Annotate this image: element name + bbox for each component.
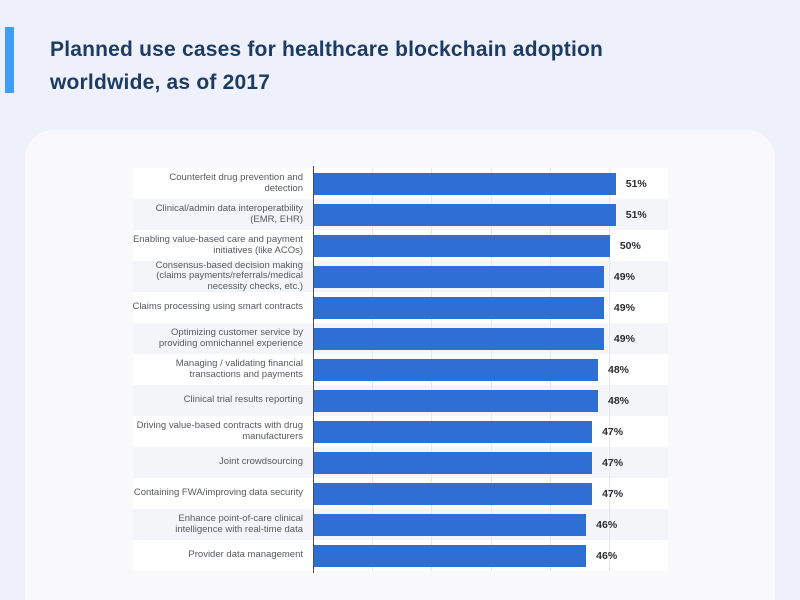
plot-area: 50% — [313, 230, 668, 261]
category-label-line: Containing FWA/improving data security — [133, 487, 303, 499]
chart-row: Provider data management 46% — [133, 540, 668, 571]
category-label: Managing / validating financial transacti… — [133, 354, 313, 385]
value-label: 49% — [613, 332, 635, 345]
value-label: 46% — [596, 518, 618, 531]
category-label-line: initiatives (like ACOs) — [213, 244, 303, 256]
category-label: Provider data management — [133, 540, 313, 571]
value-label: 47% — [602, 487, 624, 500]
chart-row: Joint crowdsourcing 47% — [133, 447, 668, 478]
bar — [314, 265, 604, 288]
value-label: 49% — [613, 301, 635, 314]
category-label-line: Enhance point-of-care clinical — [178, 513, 303, 525]
page-title: Planned use cases for healthcare blockch… — [50, 33, 730, 99]
category-label-line: Clinical trial results reporting — [183, 394, 303, 406]
value-label: 48% — [608, 394, 630, 407]
category-label: Driving value-based contracts with drug m… — [133, 416, 313, 447]
plot-area: 49% — [313, 261, 668, 292]
plot-area: 47% — [313, 416, 668, 447]
chart-row: Consensus-based decision making (claims p… — [133, 261, 668, 292]
bar — [314, 451, 593, 474]
bar — [314, 203, 616, 226]
category-label-line: Managing / validating financial — [175, 358, 303, 370]
bar — [314, 358, 598, 381]
category-label: Consensus-based decision making (claims p… — [133, 261, 313, 292]
value-label: 51% — [625, 208, 647, 221]
bar — [314, 482, 593, 505]
category-label-line: manufacturers — [242, 430, 303, 442]
category-label: Clinical trial results reporting — [133, 385, 313, 416]
chart-rows: Counterfeit drug prevention and detection… — [133, 168, 668, 571]
chart-row: Counterfeit drug prevention and detection… — [133, 168, 668, 199]
category-label-line: detection — [264, 182, 303, 194]
plot-area: 49% — [313, 292, 668, 323]
plot-area: 49% — [313, 323, 668, 354]
category-label-line: intelligence with real-time data — [175, 523, 303, 535]
plot-area: 48% — [313, 354, 668, 385]
plot-area: 48% — [313, 385, 668, 416]
chart-row: Enhance point-of-care clinical intelligen… — [133, 509, 668, 540]
category-label-line: Enabling value-based care and payment — [133, 234, 303, 246]
category-label: Enabling value-based care and payment ini… — [133, 230, 313, 261]
page-header: Planned use cases for healthcare blockch… — [0, 0, 800, 130]
category-label: Claims processing using smart contracts — [133, 292, 313, 323]
bar — [314, 420, 593, 443]
chart-row: Optimizing customer service by providing … — [133, 323, 668, 354]
chart-row: Clinical/admin data interoperatbility (EM… — [133, 199, 668, 230]
bar — [314, 327, 604, 350]
value-label: 46% — [596, 549, 618, 562]
category-label-line: Claims processing using smart contracts — [133, 301, 303, 313]
category-label-line: Provider data management — [188, 549, 303, 561]
category-label: Joint crowdsourcing — [133, 447, 313, 478]
page-title-line-1: Planned use cases for healthcare blockch… — [50, 38, 604, 61]
category-label: Optimizing customer service by providing … — [133, 323, 313, 354]
chart-card: Counterfeit drug prevention and detection… — [25, 130, 775, 600]
category-label-line: Joint crowdsourcing — [219, 456, 303, 468]
bar-chart: Counterfeit drug prevention and detection… — [133, 166, 668, 573]
category-label-line: providing omnichannel experience — [158, 337, 303, 349]
bar — [314, 296, 604, 319]
category-label-line: Consensus-based decision making — [155, 261, 303, 272]
chart-row: Driving value-based contracts with drug m… — [133, 416, 668, 447]
value-label: 48% — [608, 363, 630, 376]
category-label: Counterfeit drug prevention and detection — [133, 168, 313, 199]
bar — [314, 172, 616, 195]
plot-area: 47% — [313, 478, 668, 509]
plot-area: 46% — [313, 509, 668, 540]
chart-row: Claims processing using smart contracts 4… — [133, 292, 668, 323]
bar — [314, 544, 587, 567]
value-label: 51% — [625, 177, 647, 190]
category-label-line: necessity checks, etc.) — [207, 280, 303, 292]
category-label-line: (claims payments/referrals/medical — [156, 270, 303, 282]
category-label-line: (EMR, EHR) — [250, 213, 303, 225]
value-label: 49% — [613, 270, 635, 283]
value-label: 47% — [602, 456, 624, 469]
chart-row: Enabling value-based care and payment ini… — [133, 230, 668, 261]
plot-area: 51% — [313, 168, 668, 199]
value-label: 47% — [602, 425, 624, 438]
category-label-line: Counterfeit drug prevention and — [169, 172, 303, 184]
plot-area: 46% — [313, 540, 668, 571]
category-label-line: Clinical/admin data interoperatbility — [155, 203, 303, 215]
chart-row: Clinical trial results reporting 48% — [133, 385, 668, 416]
bar — [314, 513, 587, 536]
category-label: Containing FWA/improving data security — [133, 478, 313, 509]
category-label: Clinical/admin data interoperatbility (EM… — [133, 199, 313, 230]
chart-row: Managing / validating financial transacti… — [133, 354, 668, 385]
value-label: 50% — [619, 239, 641, 252]
category-label-line: Optimizing customer service by — [171, 327, 303, 339]
category-label: Enhance point-of-care clinical intelligen… — [133, 509, 313, 540]
bar — [314, 389, 598, 412]
plot-area: 47% — [313, 447, 668, 478]
plot-area: 51% — [313, 199, 668, 230]
category-label-line: Driving value-based contracts with drug — [136, 420, 303, 432]
page-title-line-2: worldwide, as of 2017 — [50, 71, 271, 94]
category-label-line: transactions and payments — [189, 368, 303, 380]
title-accent-bar — [5, 27, 14, 93]
chart-row: Containing FWA/improving data security 47… — [133, 478, 668, 509]
bar — [314, 234, 610, 257]
